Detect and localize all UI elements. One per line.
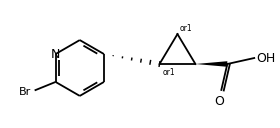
Text: OH: OH — [256, 51, 276, 65]
Polygon shape — [195, 61, 227, 67]
Text: Br: Br — [18, 87, 31, 97]
Text: or1: or1 — [179, 24, 192, 33]
Text: O: O — [214, 95, 224, 108]
Text: N: N — [51, 47, 60, 61]
Text: or1: or1 — [162, 68, 175, 77]
